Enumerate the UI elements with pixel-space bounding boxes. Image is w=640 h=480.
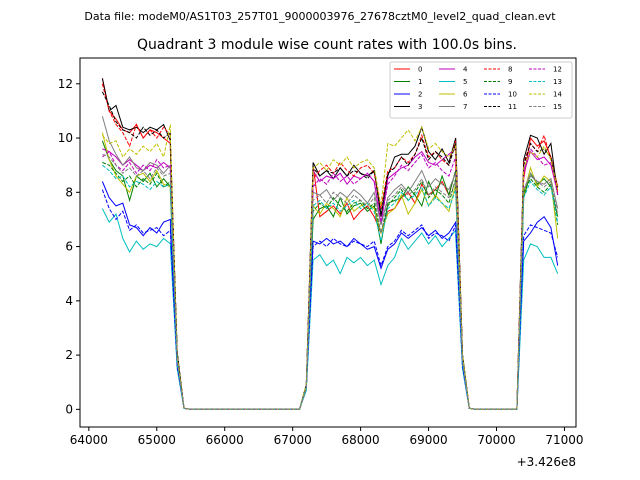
plot-frame — [79, 57, 577, 428]
legend-label-6: 6 — [463, 91, 468, 99]
x-tick-label: 65000 — [138, 433, 176, 447]
legend-label-10: 10 — [508, 91, 517, 99]
x-tick-label: 67000 — [274, 433, 312, 447]
x-offset-label: +3.426e8 — [517, 455, 576, 469]
series-line-10 — [101, 189, 559, 410]
legend-label-15: 15 — [553, 103, 562, 111]
legend-label-4: 4 — [463, 66, 468, 74]
series-line-2 — [101, 181, 559, 410]
x-tick-label: 69000 — [409, 433, 447, 447]
x-tick-label: 64000 — [70, 433, 108, 447]
y-tick-label: 0 — [65, 402, 73, 416]
legend-label-2: 2 — [418, 91, 422, 99]
legend-frame — [389, 61, 573, 119]
legend-label-3: 3 — [418, 103, 422, 111]
series-line-13 — [102, 164, 559, 410]
y-tick-label: 12 — [58, 77, 73, 91]
x-axis: 64000 65000 66000 67000 68000 69000 70000 71000 — [70, 427, 584, 447]
x-tick-label: 70000 — [477, 433, 515, 447]
y-tick-label: 2 — [65, 348, 73, 362]
legend-label-0: 0 — [418, 66, 422, 74]
legend-label-8: 8 — [508, 66, 512, 74]
suptitle: Data file: modeM0/AS1T03_257T01_90000039… — [84, 10, 556, 23]
legend-label-7: 7 — [463, 103, 467, 111]
series-line-11 — [101, 91, 559, 410]
legend-label-12: 12 — [553, 66, 562, 74]
legend-label-5: 5 — [463, 78, 467, 86]
series-line-15 — [102, 153, 559, 410]
y-axis: 0 2 4 6 8 10 12 — [58, 77, 80, 416]
y-tick-label: 4 — [65, 294, 73, 308]
y-tick-label: 6 — [65, 240, 73, 254]
legend-label-1: 1 — [418, 78, 422, 86]
chart-title: Quadrant 3 module wise count rates with … — [137, 37, 517, 53]
plot-lines — [101, 78, 559, 410]
y-tick-label: 10 — [58, 131, 73, 145]
x-tick-label: 66000 — [206, 433, 244, 447]
x-tick-label: 68000 — [342, 433, 380, 447]
legend-label-14: 14 — [553, 91, 562, 99]
x-tick-label: 71000 — [545, 433, 583, 447]
legend-label-9: 9 — [508, 78, 512, 86]
legend-label-11: 11 — [508, 103, 517, 111]
legend-label-13: 13 — [553, 78, 562, 86]
y-tick-label: 8 — [65, 185, 73, 199]
